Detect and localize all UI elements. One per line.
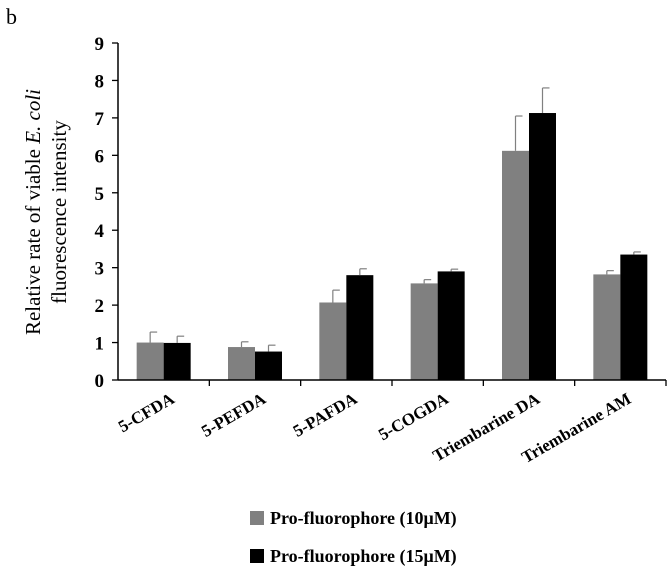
error-bars [149,87,641,352]
bar [437,271,465,380]
y-axis-label-line-1: Relative rate of viable E. coli [21,89,45,335]
y-tick-label: 9 [95,34,105,55]
x-tick-label: 5-CFDA [115,389,178,437]
bars [136,113,667,386]
y-tick-label: 8 [95,71,105,92]
y-tick-label: 3 [95,259,105,280]
legend-label: Pro-fluorophore (10μM) [270,508,457,529]
bar [346,275,374,380]
legend: Pro-fluorophore (10μM) Pro-fluorophore (1… [250,508,457,567]
y-axis-ticks: 0 1 2 3 4 5 6 7 8 9 [95,34,118,392]
bar [319,302,347,380]
y-tick-label: 4 [95,221,105,242]
y-tick-label: 1 [95,334,105,355]
bar [228,347,255,380]
y-tick-label: 6 [95,146,105,167]
x-tick-label: 5-PEFDA [198,389,269,441]
panel-label: b [6,4,17,29]
x-tick-label: 5-PAFDA [290,389,361,441]
bar [593,274,621,380]
bar [502,150,529,380]
bar [255,351,282,380]
y-tick-label: 7 [95,109,105,130]
bar [529,113,556,380]
bar [410,283,438,380]
axes [117,43,666,381]
y-tick-label: 0 [95,371,105,392]
legend-label: Pro-fluorophore (15μM) [270,546,457,567]
legend-swatch [250,549,264,563]
bar [136,342,164,380]
legend-swatch [250,511,264,525]
x-tick-label: 5-COGDA [375,389,452,445]
y-tick-label: 2 [95,296,105,317]
bar [620,254,648,380]
y-axis-label-line-2: fluorescence intensity [47,120,71,304]
y-tick-label: 5 [95,184,105,205]
bar [163,342,191,380]
